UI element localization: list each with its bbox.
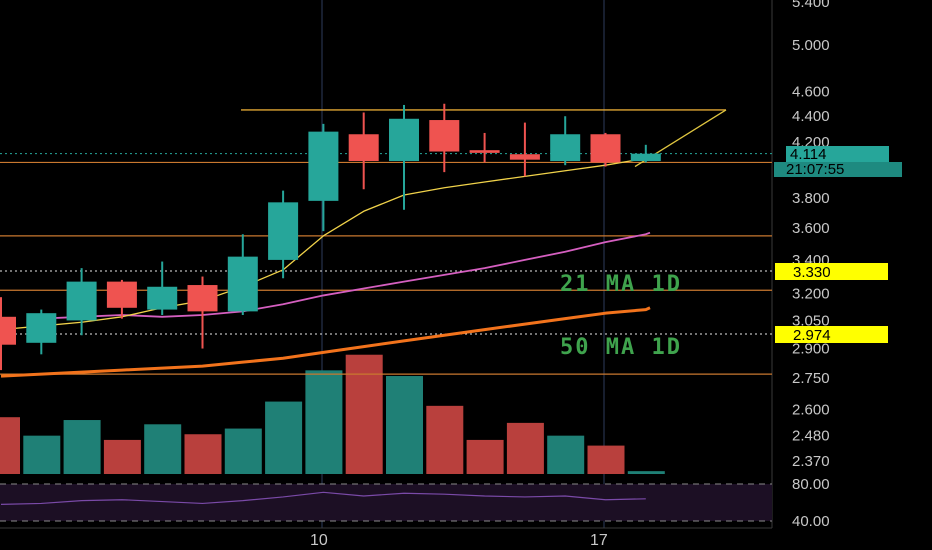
candle[interactable] [0,297,16,371]
candle[interactable] [348,112,379,190]
candle-body [590,134,621,163]
price-tick-label: 5.400 [792,0,830,11]
candle[interactable] [590,132,621,167]
ma50-line [0,306,651,378]
price-axis[interactable]: 5.4005.0004.6004.4004.2003.8003.6003.400… [310,0,830,549]
volume-bar [265,401,303,474]
candle-body [630,153,661,162]
price-tick-label: 2.370 [792,453,830,470]
price-tick-label: 2.480 [792,428,830,445]
candle[interactable] [66,268,97,336]
ma50-value-label: 2.974 [793,327,831,344]
moving-averages [0,156,651,378]
candle[interactable] [308,123,339,232]
horizontal-levels [0,109,772,375]
price-tick-label: 3.200 [792,286,830,303]
candle[interactable] [550,116,581,166]
candle-body [308,131,339,201]
volume-bar [547,435,585,474]
candle-body [66,281,97,321]
candle-body [147,286,178,310]
candle[interactable] [389,104,419,210]
date-tick-label: 17 [590,532,608,549]
volume-bar [386,376,423,474]
candlesticks[interactable] [0,103,661,371]
volume-bar [345,354,383,474]
date-tick-label: 10 [310,532,328,549]
candle-body [0,316,16,345]
candle-body [429,120,460,152]
price-tick-label: 4.600 [792,83,830,100]
ma-yellow-line [0,156,647,331]
countdown-tag: 21:07:55 [774,161,902,178]
volume-bars [0,354,665,474]
rsi-tick-label: 80.00 [792,476,830,493]
volume-bar [587,445,625,474]
rsi-band [0,484,772,521]
candle-body [227,256,258,312]
volume-bar [184,434,222,474]
ma21-annotation: 21 MA 1D [560,272,682,297]
candle[interactable] [26,309,57,355]
last-price-label: 4.114 [790,146,826,163]
candle-body [509,154,540,160]
candle-body [268,202,299,260]
candle-body [550,134,581,162]
price-tick-label: 2.900 [792,341,830,358]
candle-body [469,150,500,153]
volume-bar [426,405,464,474]
candle[interactable] [187,276,218,349]
rsi-pane [0,483,772,522]
volume-bar [466,439,504,474]
candle[interactable] [509,122,540,177]
ma50-annotation: 50 MA 1D [560,335,682,360]
candle[interactable] [630,144,661,163]
price-tick-label: 5.000 [792,37,830,54]
countdown-label: 21:07:55 [786,161,844,178]
volume-bar [0,417,20,474]
volume-bar [144,424,182,474]
rsi-tick-label: 40.00 [792,513,830,530]
price-tick-label: 2.750 [792,370,830,387]
volume-bar [63,420,101,474]
volume-bar [506,422,544,474]
last-price-tag: 4.114 [786,146,889,163]
candle[interactable] [227,234,258,315]
candle-body [26,313,57,343]
ma21-line [41,231,651,320]
price-tick-label: 3.050 [792,312,830,329]
candle-body [187,285,218,312]
candle-body [389,118,419,162]
volume-bar [305,370,343,474]
candle[interactable] [429,103,460,173]
volume-bar [224,428,262,474]
volume-bar [627,471,665,474]
volume-bar [103,439,141,474]
rsi-line [0,491,646,505]
candle[interactable] [106,279,137,319]
candle[interactable] [469,132,500,163]
candle[interactable] [147,261,178,315]
candle[interactable] [268,190,299,279]
candle-body [348,134,379,162]
price-tick-label: 4.400 [792,108,830,125]
price-tick-label: 3.800 [792,190,830,207]
volume-bar [23,435,61,474]
price-tick-label: 2.600 [792,401,830,418]
ma21-value-tag: 3.330 [775,263,888,281]
price-tick-label: 3.600 [792,220,830,237]
ma21-value-label: 3.330 [793,264,831,281]
ma50-value-tag: 2.974 [775,326,888,344]
candle-body [106,281,137,308]
